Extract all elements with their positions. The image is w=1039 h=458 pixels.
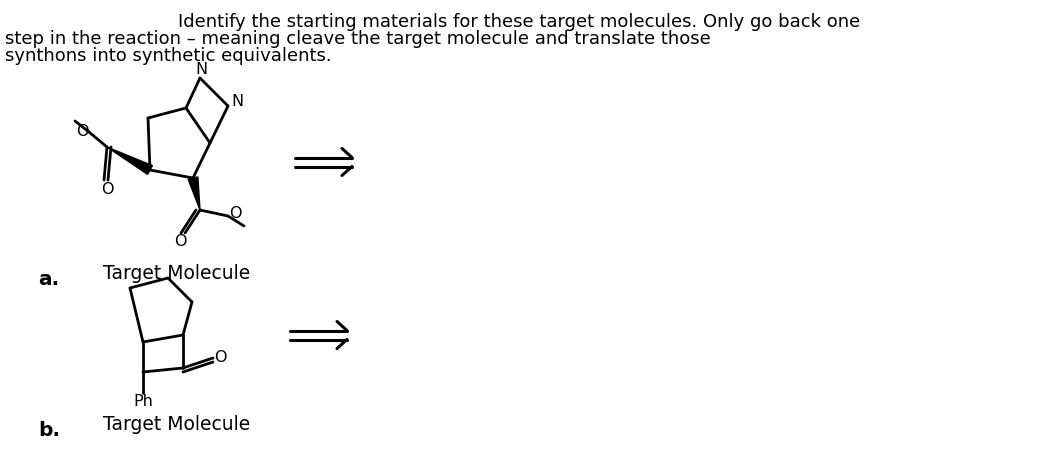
Text: O: O bbox=[76, 125, 88, 140]
Text: a.: a. bbox=[38, 270, 59, 289]
Text: Target Molecule: Target Molecule bbox=[103, 264, 250, 283]
Text: Ph: Ph bbox=[133, 393, 153, 409]
Polygon shape bbox=[107, 147, 153, 174]
Text: N: N bbox=[231, 93, 243, 109]
Text: N: N bbox=[195, 61, 207, 76]
Text: O: O bbox=[101, 181, 113, 196]
Text: synthons into synthetic equivalents.: synthons into synthetic equivalents. bbox=[5, 47, 331, 65]
Text: step in the reaction – meaning cleave the target molecule and translate those: step in the reaction – meaning cleave th… bbox=[5, 30, 711, 48]
Text: Target Molecule: Target Molecule bbox=[103, 415, 250, 434]
Text: Identify the starting materials for these target molecules. Only go back one: Identify the starting materials for thes… bbox=[178, 13, 860, 31]
Polygon shape bbox=[188, 177, 199, 210]
Text: b.: b. bbox=[38, 421, 60, 440]
Text: O: O bbox=[174, 234, 186, 250]
Text: O: O bbox=[214, 350, 227, 365]
Text: O: O bbox=[229, 207, 241, 222]
